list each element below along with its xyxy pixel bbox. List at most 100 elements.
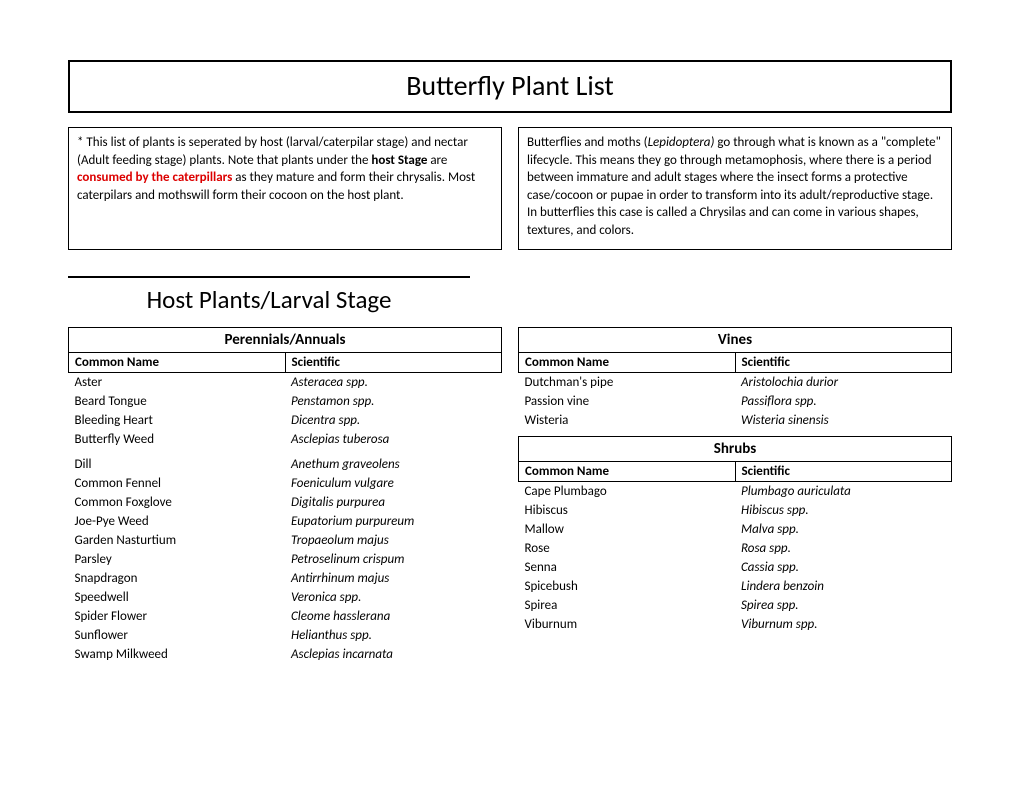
table-row: AsterAsteracea spp. bbox=[69, 373, 502, 393]
common-name-cell: Sunflower bbox=[69, 626, 286, 645]
common-name-cell: Rose bbox=[519, 539, 736, 558]
table-row: Cape PlumbagoPlumbago auriculata bbox=[519, 482, 952, 502]
common-name-cell: Cape Plumbago bbox=[519, 482, 736, 502]
scientific-name-cell: Cassia spp. bbox=[735, 558, 952, 577]
info-box-left: * This list of plants is seperated by ho… bbox=[68, 127, 502, 250]
scientific-name-cell: Petroselinum crispum bbox=[285, 550, 502, 569]
info-left-bold: host Stage bbox=[371, 153, 427, 168]
table-row: Bleeding HeartDicentra spp. bbox=[69, 411, 502, 430]
common-name-cell: Dill bbox=[69, 455, 286, 474]
table-row: Dutchman's pipeAristolochia durior bbox=[519, 373, 952, 393]
scientific-name-cell: Plumbago auriculata bbox=[735, 482, 952, 502]
scientific-name-cell: Digitalis purpurea bbox=[285, 493, 502, 512]
scientific-name-cell: Dicentra spp. bbox=[285, 411, 502, 430]
section-divider bbox=[68, 276, 470, 278]
scientific-name-cell: Penstamon spp. bbox=[285, 392, 502, 411]
scientific-name-cell: Veronica spp. bbox=[285, 588, 502, 607]
common-name-cell: Joe-Pye Weed bbox=[69, 512, 286, 531]
tables-row: Perennials/Annuals Common Name Scientifi… bbox=[68, 327, 952, 664]
table-row: Beard TonguePenstamon spp. bbox=[69, 392, 502, 411]
common-name-cell: Parsley bbox=[69, 550, 286, 569]
common-name-cell: Aster bbox=[69, 373, 286, 393]
scientific-name-cell: Foeniculum vulgare bbox=[285, 474, 502, 493]
scientific-name-cell: Asteracea spp. bbox=[285, 373, 502, 393]
common-name-cell: Common Fennel bbox=[69, 474, 286, 493]
scientific-name-cell: Tropaeolum majus bbox=[285, 531, 502, 550]
table-row: SpicebushLindera benzoin bbox=[519, 577, 952, 596]
perennials-title: Perennials/Annuals bbox=[69, 328, 502, 353]
scientific-name-cell: Rosa spp. bbox=[735, 539, 952, 558]
scientific-name-cell: Anethum graveolens bbox=[285, 455, 502, 474]
info-left-redbold: consumed by the caterpillars bbox=[77, 170, 232, 185]
common-name-cell: Bleeding Heart bbox=[69, 411, 286, 430]
col-header-scientific: Scientific bbox=[735, 353, 952, 373]
table-row: HibiscusHibiscus spp. bbox=[519, 501, 952, 520]
table-row: RoseRosa spp. bbox=[519, 539, 952, 558]
scientific-name-cell: Helianthus spp. bbox=[285, 626, 502, 645]
common-name-cell: Spirea bbox=[519, 596, 736, 615]
info-row: * This list of plants is seperated by ho… bbox=[68, 127, 952, 250]
col-header-common: Common Name bbox=[69, 353, 286, 373]
common-name-cell: Butterfly Weed bbox=[69, 430, 286, 449]
scientific-name-cell: Wisteria sinensis bbox=[735, 411, 952, 430]
perennials-table: Perennials/Annuals Common Name Scientifi… bbox=[68, 327, 502, 664]
common-name-cell: Passion vine bbox=[519, 392, 736, 411]
scientific-name-cell: Passiflora spp. bbox=[735, 392, 952, 411]
common-name-cell: Dutchman's pipe bbox=[519, 373, 736, 393]
table-row: SunflowerHelianthus spp. bbox=[69, 626, 502, 645]
table-row: Swamp MilkweedAsclepias incarnata bbox=[69, 645, 502, 664]
info-left-mid: are bbox=[427, 153, 447, 168]
col-header-common: Common Name bbox=[519, 353, 736, 373]
table-row: SpeedwellVeronica spp. bbox=[69, 588, 502, 607]
common-name-cell: Snapdragon bbox=[69, 569, 286, 588]
table-row: Spider FlowerCleome hasslerana bbox=[69, 607, 502, 626]
common-name-cell: Hibiscus bbox=[519, 501, 736, 520]
scientific-name-cell: Lindera benzoin bbox=[735, 577, 952, 596]
col-header-scientific: Scientific bbox=[285, 353, 502, 373]
col-header-scientific: Scientific bbox=[735, 462, 952, 482]
table-row: SennaCassia spp. bbox=[519, 558, 952, 577]
table-row: Passion vinePassiflora spp. bbox=[519, 392, 952, 411]
info-right-suffix: go through what is known as a "complete"… bbox=[527, 135, 941, 238]
table-row: MallowMalva spp. bbox=[519, 520, 952, 539]
scientific-name-cell: Eupatorium purpureum bbox=[285, 512, 502, 531]
scientific-name-cell: Spirea spp. bbox=[735, 596, 952, 615]
common-name-cell: Senna bbox=[519, 558, 736, 577]
shrubs-table: Shrubs Common Name Scientific Cape Plumb… bbox=[518, 436, 952, 634]
left-table-column: Perennials/Annuals Common Name Scientifi… bbox=[68, 327, 502, 664]
common-name-cell: Common Foxglove bbox=[69, 493, 286, 512]
page-title: Butterfly Plant List bbox=[68, 60, 952, 113]
common-name-cell: Speedwell bbox=[69, 588, 286, 607]
scientific-name-cell: Cleome hasslerana bbox=[285, 607, 502, 626]
section-title: Host Plants/Larval Stage bbox=[68, 284, 470, 315]
shrubs-title: Shrubs bbox=[519, 437, 952, 462]
scientific-name-cell: Antirrhinum majus bbox=[285, 569, 502, 588]
common-name-cell: Beard Tongue bbox=[69, 392, 286, 411]
table-row: Garden NasturtiumTropaeolum majus bbox=[69, 531, 502, 550]
scientific-name-cell: Hibiscus spp. bbox=[735, 501, 952, 520]
scientific-name-cell: Asclepias tuberosa bbox=[285, 430, 502, 449]
scientific-name-cell: Asclepias incarnata bbox=[285, 645, 502, 664]
common-name-cell: Garden Nasturtium bbox=[69, 531, 286, 550]
table-row: DillAnethum graveolens bbox=[69, 455, 502, 474]
info-box-right: Butterflies and moths (Lepidoptera) go t… bbox=[518, 127, 952, 250]
info-right-prefix: Butterflies and moths ( bbox=[527, 135, 648, 150]
scientific-name-cell: Aristolochia durior bbox=[735, 373, 952, 393]
common-name-cell: Viburnum bbox=[519, 615, 736, 634]
table-row: Common FennelFoeniculum vulgare bbox=[69, 474, 502, 493]
info-right-italic: Lepidoptera) bbox=[648, 135, 718, 150]
common-name-cell: Spicebush bbox=[519, 577, 736, 596]
table-row: ViburnumViburnum spp. bbox=[519, 615, 952, 634]
table-row: SnapdragonAntirrhinum majus bbox=[69, 569, 502, 588]
right-table-column: Vines Common Name Scientific Dutchman's … bbox=[518, 327, 952, 634]
table-row: Joe-Pye WeedEupatorium purpureum bbox=[69, 512, 502, 531]
scientific-name-cell: Malva spp. bbox=[735, 520, 952, 539]
table-row: Common FoxgloveDigitalis purpurea bbox=[69, 493, 502, 512]
common-name-cell: Wisteria bbox=[519, 411, 736, 430]
table-row: ParsleyPetroselinum crispum bbox=[69, 550, 502, 569]
common-name-cell: Mallow bbox=[519, 520, 736, 539]
table-row: Butterfly WeedAsclepias tuberosa bbox=[69, 430, 502, 449]
vines-title: Vines bbox=[519, 328, 952, 353]
col-header-common: Common Name bbox=[519, 462, 736, 482]
table-row: SpireaSpirea spp. bbox=[519, 596, 952, 615]
